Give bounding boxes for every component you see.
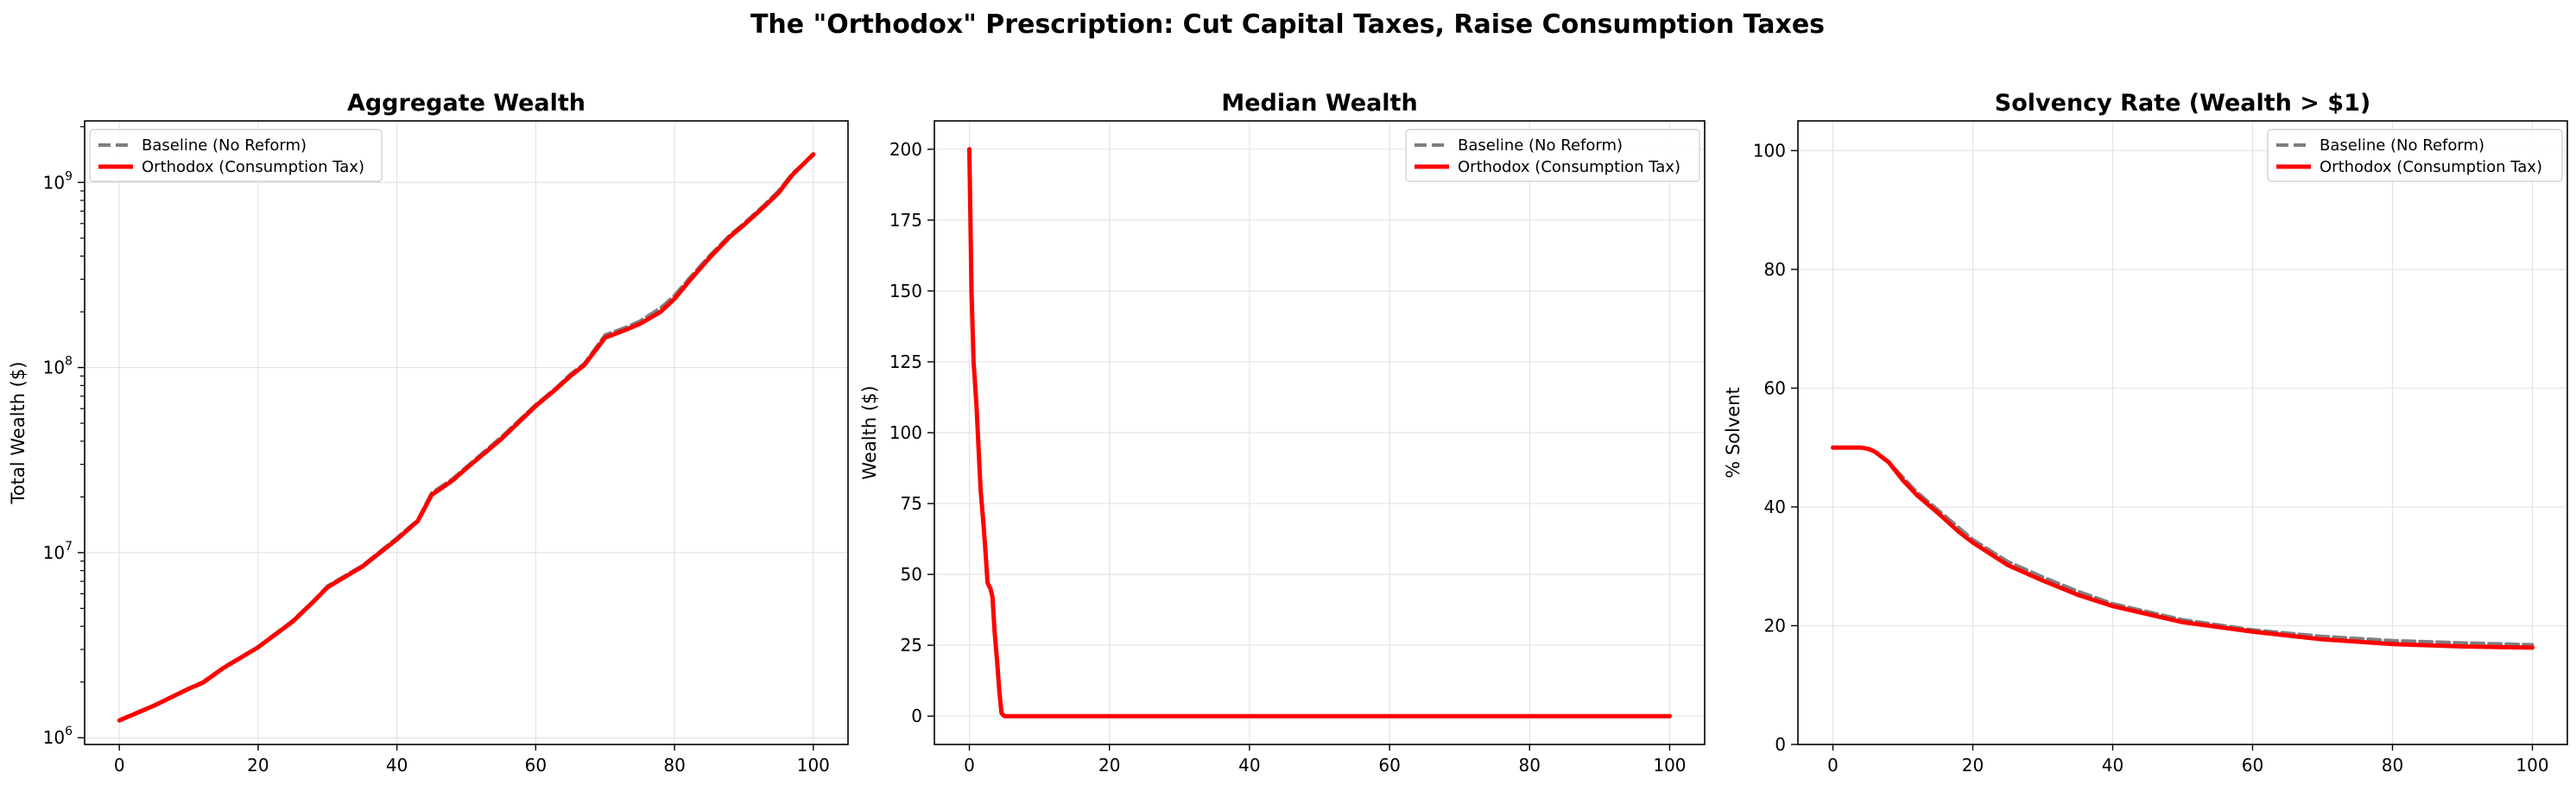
y-tick-label: 175 [889,210,922,231]
x-tick-label: 80 [2382,755,2403,776]
orthodox-series-line [967,147,1672,719]
y-tick-label: 100 [889,422,922,443]
plot-frame [1797,120,2568,745]
figure-title: The "Orthodox" Prescription: Cut Capital… [750,10,1825,40]
legend: Baseline (No Reform) Orthodox (Consumptio… [1405,129,1700,182]
legend: Baseline (No Reform) Orthodox (Consumptio… [89,129,383,182]
y-tick-label: 75 [901,493,922,514]
x-tick-label: 40 [2102,755,2123,776]
legend-label: Orthodox (Consumption Tax) [142,158,364,176]
x-tick-label: 0 [964,755,975,776]
y-tick-label: 20 [1764,615,1786,636]
legend-label: Baseline (No Reform) [142,136,307,155]
legend-box [2267,129,2563,182]
solvency-rate-panel: 0 20 40 60 80 100 0 20 40 60 80 100 Solvency Rate (W… [1723,90,2568,776]
x-tick-label: 20 [1098,755,1120,776]
orthodox-series-line [117,152,816,723]
x-tick-label: 100 [797,755,830,776]
panel-title: Median Wealth [1221,90,1417,117]
y-tick-label: 40 [1764,497,1786,517]
y-tick-label: 108 [43,355,73,378]
legend-label: Orthodox (Consumption Tax) [2320,158,2542,176]
x-tick-label: 0 [114,755,125,776]
x-tick-label: 60 [1378,755,1400,776]
y-tick-label: 107 [43,540,73,563]
x-tick-label: 40 [386,755,408,776]
y-tick-label: 106 [43,725,73,748]
legend-label: Orthodox (Consumption Tax) [1458,158,1680,176]
median-wealth-panel: 0 20 40 60 80 100 0 25 50 75 100 125 150 175 200 Median… [859,90,1706,776]
x-tick-label: 100 [1653,755,1686,776]
plot-frame [84,120,849,745]
y-tick-label: 25 [901,635,922,656]
aggregate-wealth-panel: 0 20 40 60 80 100 106 107 108 109 Aggregate Wealth… [8,90,849,776]
y-axis-label: Total Wealth ($) [8,362,28,505]
x-tick-label: 60 [2242,755,2263,776]
y-tick-label: 200 [889,139,922,160]
legend-label: Baseline (No Reform) [1458,136,1623,155]
panel-title: Solvency Rate (Wealth > $1) [1995,90,2370,117]
x-tick-label: 80 [1519,755,1541,776]
y-axis-label: Wealth ($) [859,385,880,479]
x-tick-label: 20 [1962,755,1984,776]
x-tick-label: 0 [1827,755,1839,776]
y-tick-label: 100 [1753,140,1786,161]
orthodox-series-line [1831,445,2535,650]
legend-box [89,129,383,182]
panel-title: Aggregate Wealth [347,90,585,117]
y-tick-label: 125 [889,352,922,372]
legend: Baseline (No Reform) Orthodox (Consumptio… [2267,129,2563,182]
y-tick-label: 60 [1764,377,1786,398]
y-tick-label: 0 [911,706,922,726]
legend-label: Baseline (No Reform) [2320,136,2484,155]
y-axis-label: % Solvent [1723,387,1744,478]
legend-box [1405,129,1700,182]
x-tick-label: 80 [663,755,685,776]
y-tick-label: 109 [43,169,73,193]
y-tick-label: 0 [1775,734,1786,755]
x-tick-label: 40 [1238,755,1260,776]
x-tick-label: 20 [247,755,269,776]
y-tick-label: 50 [901,564,922,585]
y-tick-label: 80 [1764,259,1786,280]
x-tick-label: 60 [525,755,547,776]
y-tick-label: 150 [889,281,922,301]
x-tick-label: 100 [2516,755,2548,776]
